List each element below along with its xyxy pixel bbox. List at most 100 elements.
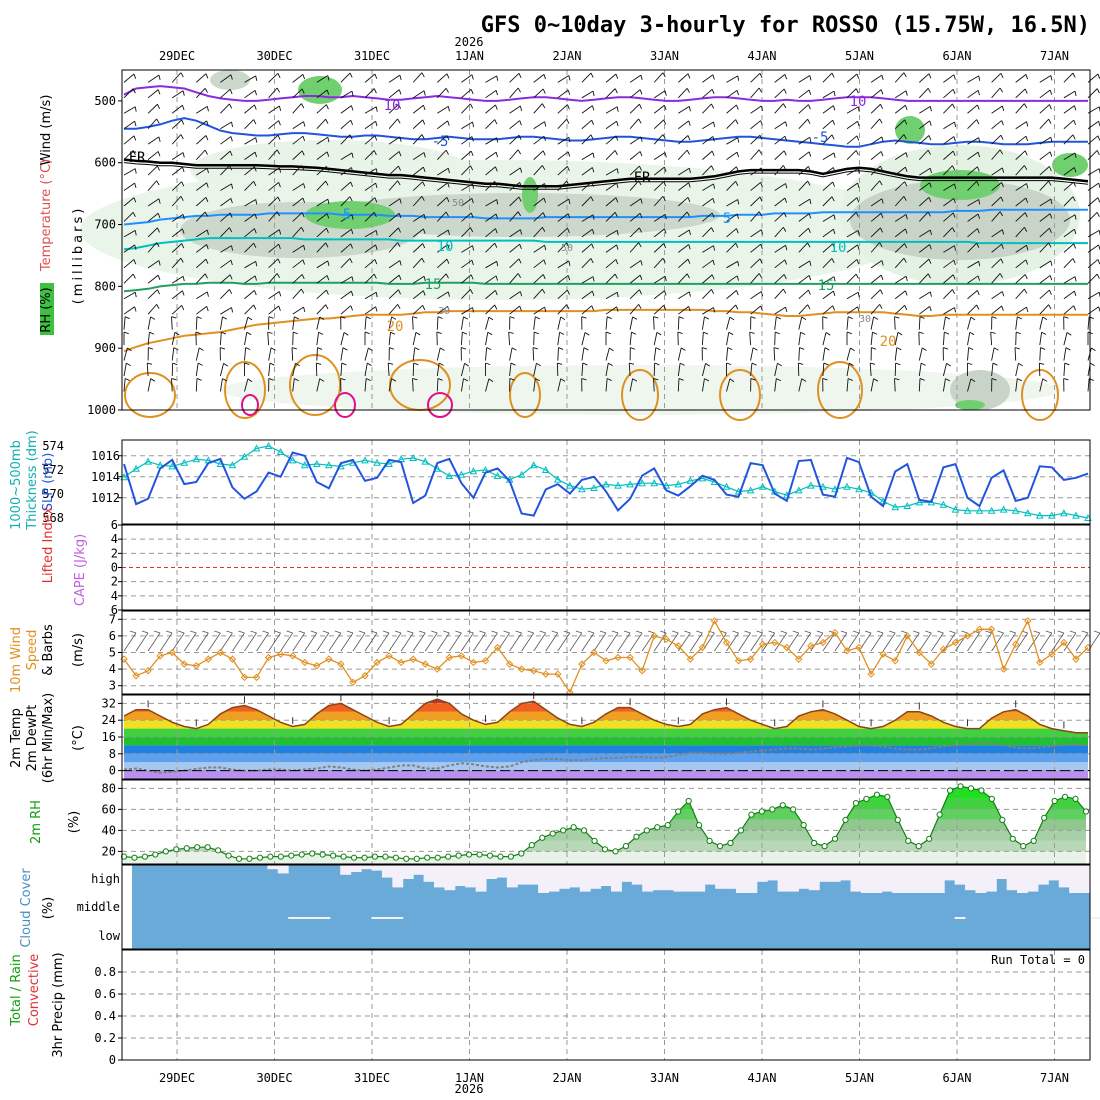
wind-barb [702, 245, 714, 253]
wind-barb-flag [737, 199, 740, 205]
wind-barb-flag [831, 196, 835, 202]
wind-barb-flag [519, 167, 523, 173]
wind-barb-flag [663, 119, 667, 125]
wind10m-barb-flag [262, 630, 269, 634]
wind-barb [268, 73, 279, 83]
wind-barb-flag [928, 197, 932, 203]
rh2m-point [560, 827, 567, 834]
wind-barb [244, 199, 256, 207]
wind-barb-flag [319, 316, 325, 320]
wind10m-barb [376, 632, 390, 652]
wind10m-barb-flag [431, 630, 438, 634]
wind10m-barb [461, 632, 474, 652]
wind-barb-flag [1050, 199, 1053, 205]
wind10m-point [855, 643, 863, 652]
wind-barb-flag [568, 137, 571, 143]
wind-barb-flag [687, 197, 691, 203]
wind-barb-flag [567, 275, 571, 281]
wind-barb [1039, 198, 1052, 207]
wind-barb [918, 135, 930, 145]
wind10m-barb-flag [648, 630, 655, 634]
wind-barb-flag [616, 230, 619, 236]
precip-ticklabel: 0.8 [94, 965, 116, 979]
wind-barb [244, 290, 255, 300]
wind10m-point [228, 655, 237, 663]
cloud-high-gap [569, 865, 581, 888]
wind-barb [678, 244, 689, 253]
wind-barb-flag [147, 362, 153, 365]
wind-barb [798, 289, 809, 300]
wind-barb [798, 332, 802, 346]
wind-barb-flag [686, 273, 690, 279]
wind-barb-flag [244, 362, 250, 366]
wind-barb [509, 182, 520, 191]
wind-barb-flag [776, 316, 781, 320]
wind-barb-flag [230, 74, 233, 80]
wind10m-point [264, 653, 273, 662]
wind-barb [316, 118, 326, 130]
wind-barb [485, 75, 497, 83]
wind-barb [750, 211, 760, 222]
wind-barb [894, 316, 896, 330]
wind10m-barb [810, 632, 824, 652]
wind-barb-flag [277, 73, 281, 79]
wind-barb-flag [894, 316, 900, 319]
wind-barb [268, 291, 280, 300]
wind-barb [750, 291, 762, 300]
wind-barb-flag [254, 275, 257, 281]
wind-barb [533, 150, 544, 160]
wind-barb [774, 121, 786, 130]
wind-barb-flag [566, 242, 570, 248]
wind-barb [581, 119, 593, 130]
wind-barb [340, 258, 351, 269]
wind-barb-flag [488, 378, 494, 383]
cloud-high-gap [756, 865, 768, 882]
wind-barb-flag [494, 304, 498, 310]
wind-barb [653, 257, 664, 269]
wind-barb [1039, 304, 1049, 315]
wind-barb-flag [171, 378, 177, 381]
wind-barb-flag [519, 229, 523, 235]
wind-barb [605, 135, 617, 145]
date-label-top: 30DEC [256, 49, 292, 63]
wind-barb-flag [374, 73, 378, 79]
wind10m-barb [846, 632, 860, 652]
wind-barb [123, 363, 127, 377]
wind-barb [919, 291, 931, 300]
wind-barb [485, 347, 488, 361]
wind10m-barb-flag [901, 630, 908, 634]
wind-barb-flag [373, 88, 377, 94]
wind10m-barb-flag [840, 630, 848, 634]
wind-barb-flag [231, 307, 234, 313]
wind10m-barb [605, 632, 619, 652]
wind-barb [750, 120, 761, 130]
wind-barb [268, 120, 279, 130]
thickness-point [686, 476, 695, 484]
wind-barb-flag [758, 87, 763, 93]
wind-barb-flag [181, 243, 185, 249]
rh2m-point [371, 853, 379, 860]
wind-barb [436, 135, 448, 145]
wind10m-point [590, 648, 598, 657]
thickness-point [240, 452, 249, 460]
wind-barb [485, 213, 497, 222]
wind-barb-flag [1024, 212, 1028, 218]
rh-ylabels: 2m RH (%) [29, 800, 82, 844]
wind-barb-flag [325, 304, 329, 310]
wind-barb-flag [276, 149, 281, 155]
wind-barb-flag [831, 72, 835, 78]
wind10m-barb [123, 632, 137, 652]
wind-barb [509, 258, 520, 269]
contour-label: -5 [432, 134, 449, 150]
wind-ticklabel: 3 [109, 679, 116, 693]
wind-barb-flag [519, 244, 522, 250]
thickness-point [541, 465, 550, 473]
rh2m-point [915, 843, 922, 850]
wind10m-point [987, 625, 996, 633]
wind10m-barb [906, 632, 920, 652]
wind-barb [629, 151, 641, 160]
wind-barb [388, 332, 391, 346]
wind10m-barb-flag [756, 630, 763, 634]
wind-barb [244, 332, 248, 346]
wind-barb [750, 149, 760, 160]
